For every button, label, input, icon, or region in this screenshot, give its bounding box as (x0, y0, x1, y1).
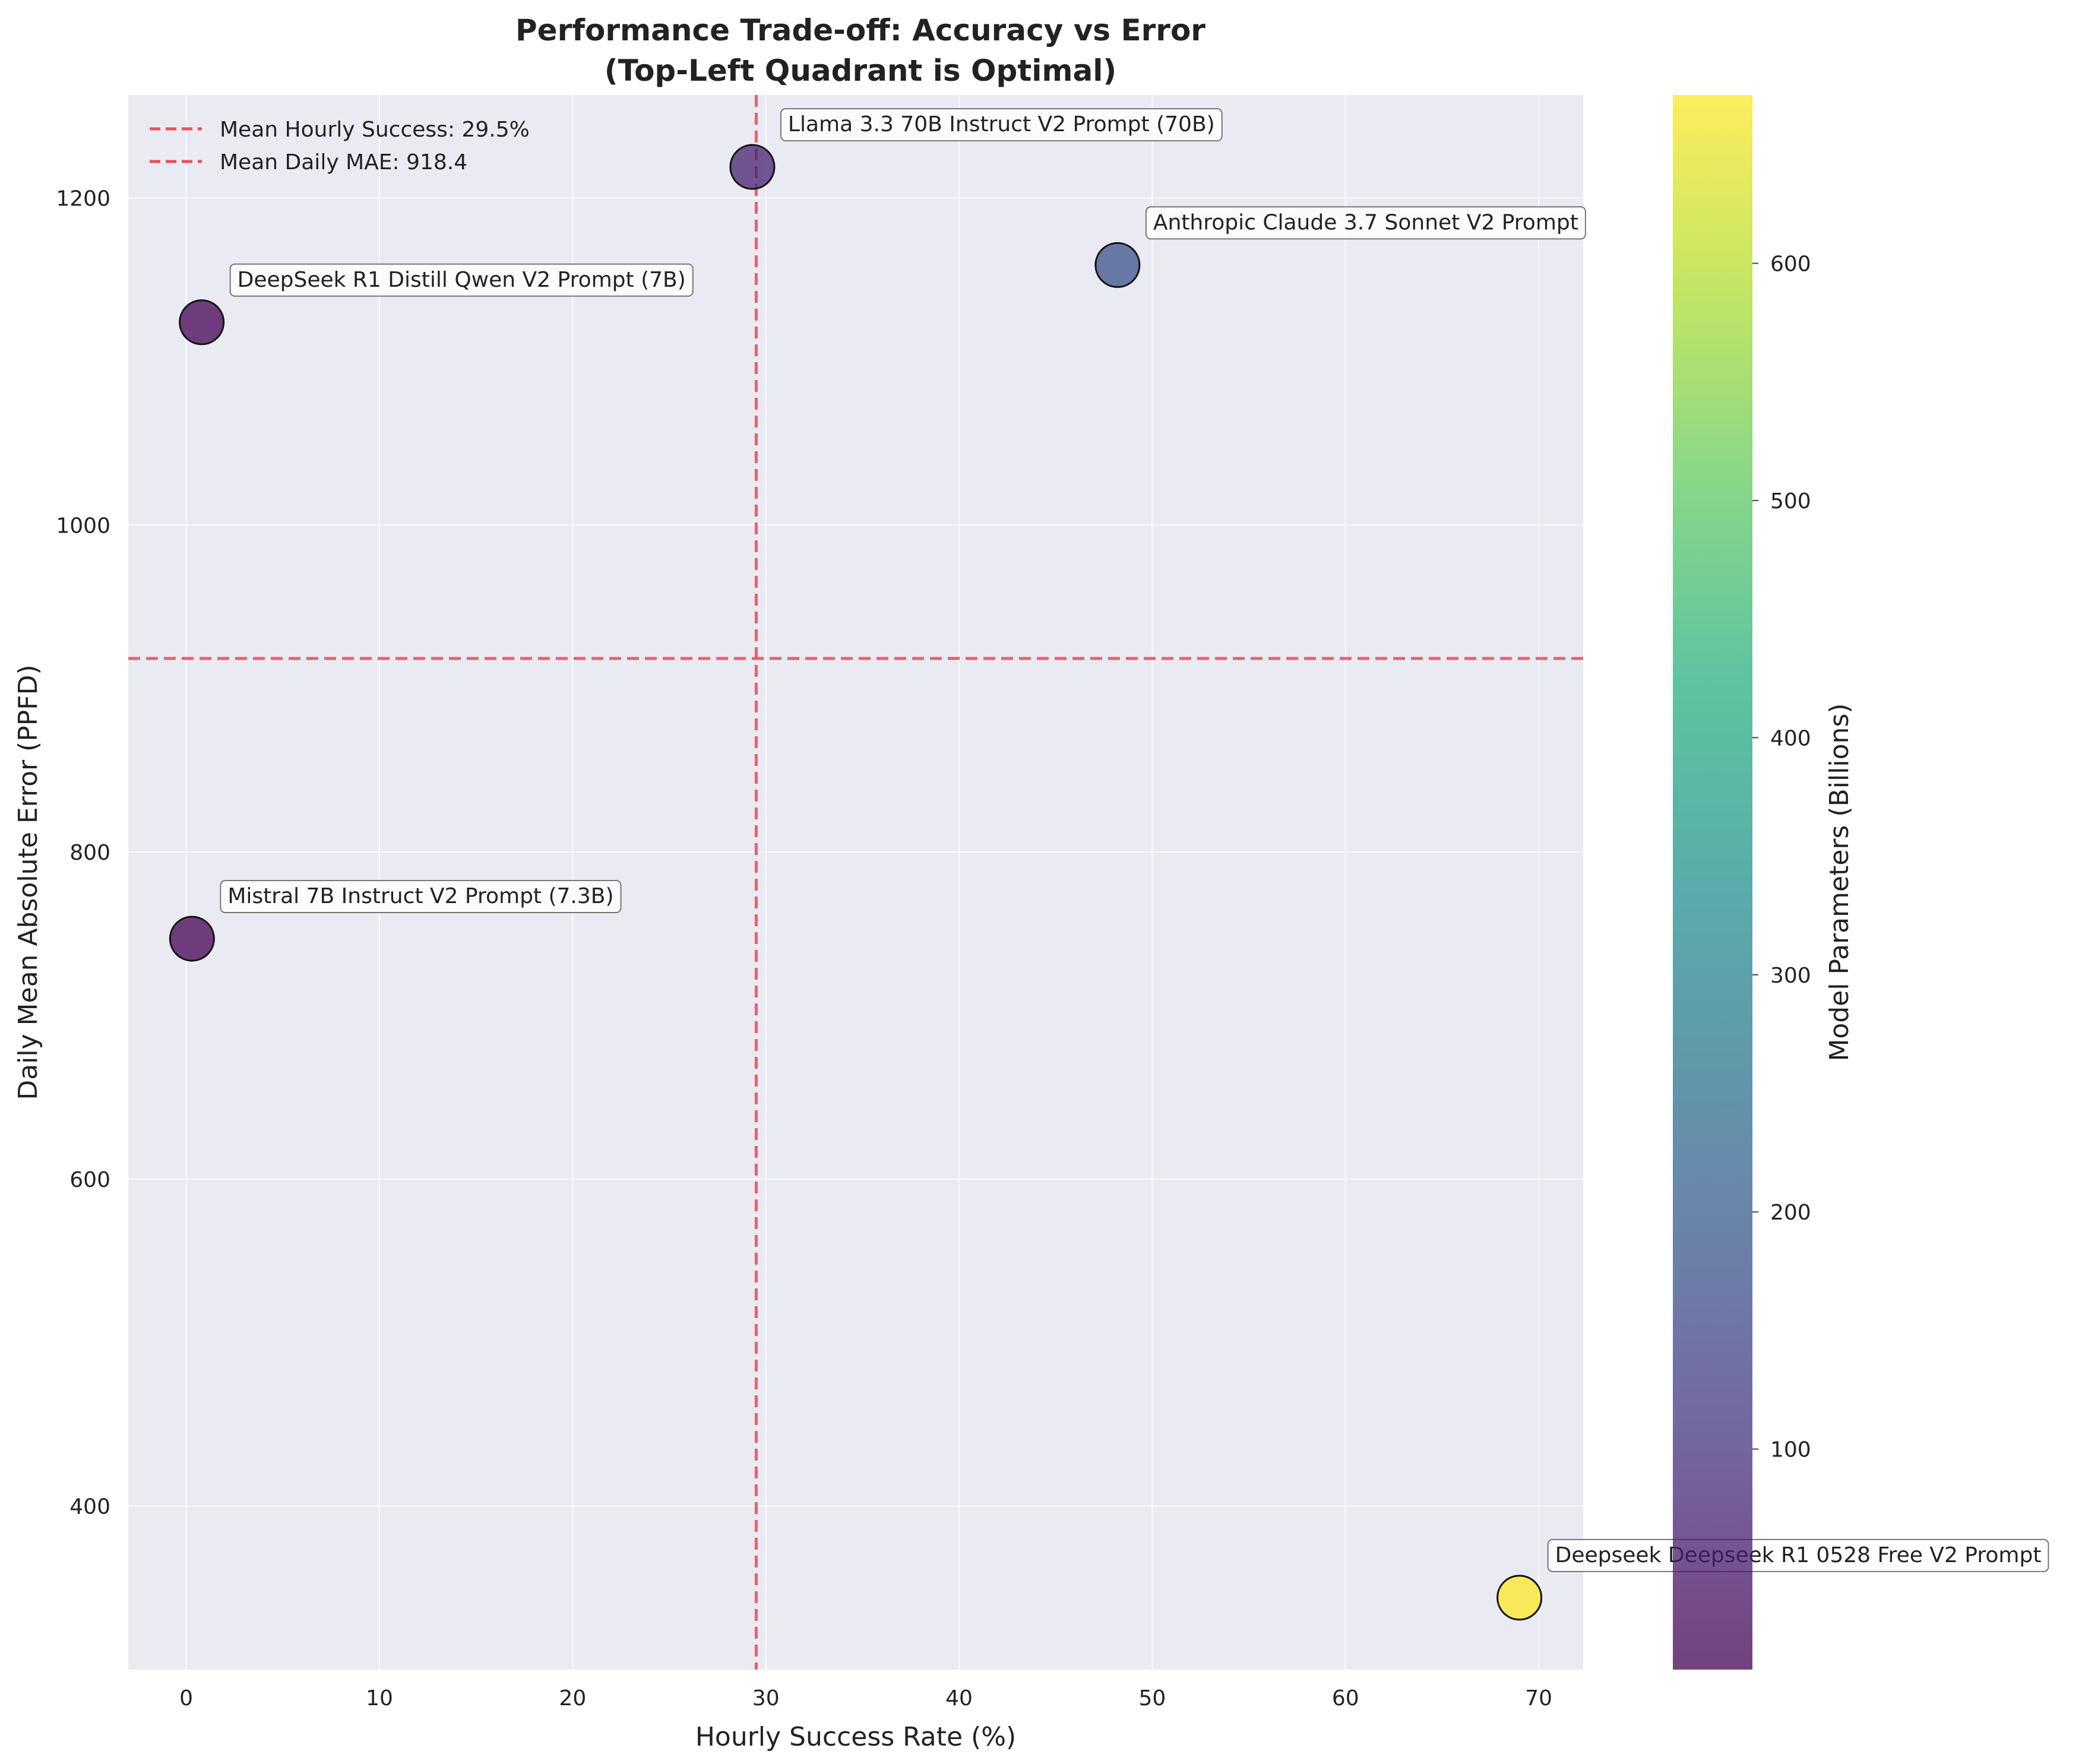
colorbar-tick-label: 400 (1770, 726, 1811, 750)
point-label: Llama 3.3 70B Instruct V2 Prompt (70B) (788, 112, 1215, 137)
point-label: Mistral 7B Instruct V2 Prompt (7.3B) (227, 884, 613, 908)
colorbar-ticks: 100 200 300 400 500 600 (1752, 252, 1811, 1462)
annotation-box (1145, 206, 1586, 240)
x-axis-label: Hourly Success Rate (%) (695, 1722, 1016, 1752)
point-label: DeepSeek R1 Distill Qwen V2 Prompt (7B) (238, 268, 686, 292)
y-tick-label: 1200 (56, 186, 110, 211)
chart-title: Performance Trade-off: Accuracy vs Error (515, 13, 1205, 47)
y-tick-label: 600 (69, 1168, 110, 1192)
x-tick-label: 50 (1139, 1686, 1166, 1711)
data-point (729, 144, 776, 190)
y-axis-label: Daily Mean Absolute Error (PPFD) (13, 664, 43, 1100)
reference-lines (128, 95, 1583, 1670)
colorbar-label: Model Parameters (Billions) (1824, 703, 1855, 1061)
legend-label-vertical: Mean Hourly Success: 29.5% (220, 118, 530, 142)
y-tick-label: 1000 (56, 514, 110, 538)
y-tick-labels: 400 600 800 1000 1200 (56, 186, 110, 1519)
point-label: Deepseek Deepseek R1 0528 Free V2 Prompt (1555, 1543, 2042, 1567)
x-tick-label: 60 (1332, 1686, 1359, 1711)
chart-subtitle: (Top-Left Quadrant is Optimal) (605, 53, 1116, 88)
legend: Mean Hourly Success: 29.5% Mean Daily MA… (150, 118, 530, 175)
x-tick-label: 0 (179, 1686, 193, 1711)
data-point (1094, 242, 1141, 288)
y-tick-label: 800 (69, 841, 110, 865)
colorbar-tick-label: 100 (1770, 1438, 1811, 1462)
colorbar-tick-label: 300 (1770, 964, 1811, 988)
x-tick-label: 10 (366, 1686, 393, 1711)
x-tick-labels: 0 10 20 30 40 50 60 70 (179, 1686, 1552, 1711)
annotation-box (229, 263, 694, 297)
colorbar-tick-label: 200 (1770, 1201, 1811, 1225)
data-point (169, 916, 215, 962)
x-tick-label: 70 (1525, 1686, 1552, 1711)
x-tick-label: 20 (559, 1686, 586, 1711)
colorbar-tick-label: 600 (1770, 252, 1811, 277)
x-tick-label: 40 (945, 1686, 973, 1711)
annotation-box (220, 880, 622, 914)
point-label: Anthropic Claude 3.7 Sonnet V2 Prompt (1153, 210, 1578, 235)
point-annotations: Llama 3.3 70B Instruct V2 Prompt (70B) An… (220, 108, 2049, 1572)
annotation-box (780, 108, 1223, 142)
data-point (179, 299, 225, 346)
y-tick-label: 400 (69, 1495, 110, 1519)
scatter-points (169, 144, 1543, 1621)
legend-label-horizontal: Mean Daily MAE: 918.4 (220, 150, 467, 175)
colorbar-tick-label: 500 (1770, 489, 1811, 514)
x-tick-label: 30 (752, 1686, 780, 1711)
colorbar (1673, 95, 1752, 1670)
data-point (1496, 1575, 1543, 1621)
